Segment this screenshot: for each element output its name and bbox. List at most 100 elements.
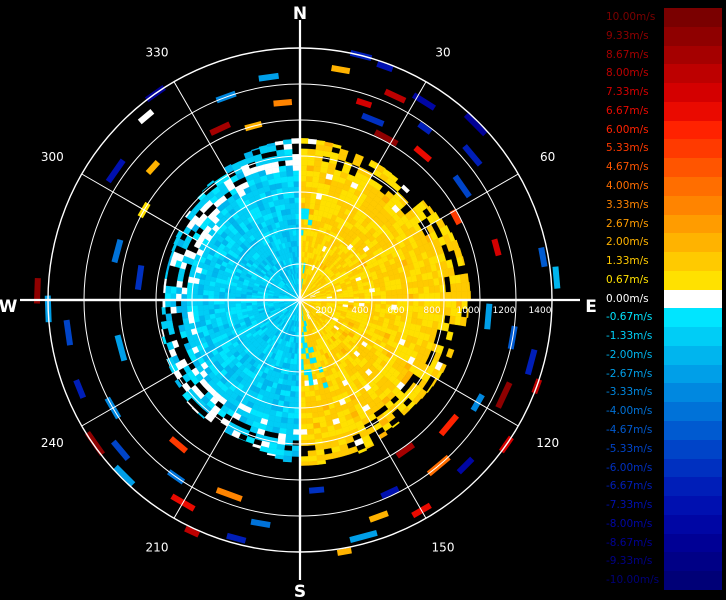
colorbar-row: -3.33m/s (606, 383, 722, 403)
echo-bin (368, 510, 389, 523)
colorbar-row: -4.67m/s (606, 421, 722, 440)
colorbar-swatch (664, 158, 722, 177)
colorbar-label: -2.67m/s (606, 367, 653, 380)
range-rings (20, 20, 580, 580)
core-cell (191, 406, 200, 414)
core-cell (289, 391, 296, 398)
core-cell (439, 292, 447, 301)
core-cell (285, 208, 292, 215)
core-cell (306, 164, 315, 172)
core-cell (309, 395, 317, 403)
core-cell (235, 302, 242, 308)
core-cell (283, 450, 293, 457)
colorbar-swatch (664, 514, 722, 534)
colorbar-row: -2.67m/s (606, 364, 722, 384)
colorbar-label: -10.00m/s (606, 574, 660, 587)
core-cell (385, 285, 392, 292)
echo-bin (105, 158, 126, 184)
echo-bin (491, 238, 502, 257)
core-cell (438, 276, 446, 286)
colorbar-label: -4.00m/s (606, 405, 653, 418)
colorbar-row: 8.67m/s (606, 45, 722, 65)
core-cell (461, 290, 468, 301)
core-cell (281, 411, 289, 419)
colorbar-row: 10.00m/s (606, 8, 722, 27)
colorbar-row: -5.33m/s (606, 439, 722, 459)
colorbar-row: 4.00m/s (606, 176, 722, 196)
colorbar-swatch (664, 8, 722, 27)
core-cell (181, 311, 189, 319)
core-cell (303, 213, 310, 220)
colorbar-label: -7.33m/s (606, 499, 653, 512)
core-cell (390, 284, 397, 291)
colorbar-swatch (664, 101, 722, 121)
core-cell (283, 148, 293, 156)
core-cell (206, 180, 215, 187)
colorbar-row: 8.00m/s (606, 64, 722, 84)
echo-bin (484, 303, 493, 330)
colorbar-swatch (664, 233, 722, 253)
core-cell (167, 326, 176, 336)
core-cell (213, 303, 220, 310)
colorbar-swatch (664, 458, 722, 478)
core-cell (219, 307, 226, 313)
core-cell (466, 290, 471, 301)
echo-bin (463, 112, 488, 137)
core-cell (303, 364, 308, 371)
colorbar-label: -9.33m/s (606, 555, 653, 568)
core-cell (311, 181, 319, 189)
core-cell (218, 303, 226, 309)
core-cell (388, 173, 399, 183)
colorbar-swatch (664, 252, 722, 271)
core-cell (213, 308, 221, 314)
core-cell (274, 454, 284, 460)
colorbar-label: 2.00m/s (606, 236, 649, 249)
core-cell (259, 445, 269, 453)
colorbar-label: -2.00m/s (606, 348, 653, 361)
colorbar-row: 0.00m/s (606, 289, 722, 309)
colorbar-label: -6.00m/s (606, 461, 653, 474)
colorbar-row: 0.67m/s (606, 270, 722, 290)
range-label: 600 (387, 306, 404, 316)
colorbar-label: 9.33m/s (606, 29, 649, 42)
core-cell (285, 159, 294, 166)
colorbar-row: 9.33m/s (606, 26, 722, 46)
core-cell (396, 289, 403, 296)
core-cell (266, 452, 276, 457)
core-cell (203, 309, 210, 316)
colorbar-swatch (664, 552, 722, 572)
core-cell (306, 434, 315, 441)
core-cell (287, 412, 295, 419)
colorbar-row: 1.33m/s (606, 252, 722, 271)
compass-west: W (0, 297, 18, 317)
core-cell (282, 455, 293, 463)
azimuth-label: 210 (146, 541, 169, 555)
core-cell (307, 154, 316, 161)
core-cell (213, 290, 220, 297)
core-cell (417, 286, 425, 295)
range-label: 800 (423, 306, 440, 316)
colorbar-row: -10.00m/s (606, 571, 722, 590)
core-cell (305, 417, 314, 425)
colorbar-swatch (664, 421, 722, 440)
colorbar-swatch (664, 308, 722, 328)
colorbar-swatch (664, 45, 722, 65)
core-cell (284, 439, 293, 446)
echo-bin (273, 99, 293, 107)
core-cell (291, 218, 297, 226)
core-cell (284, 203, 291, 210)
core-cell (434, 285, 441, 294)
colorbar-swatch (664, 383, 722, 403)
core-cell (306, 423, 314, 430)
range-label: 1400 (529, 306, 552, 316)
core-cell (304, 202, 311, 209)
core-cell (299, 138, 309, 144)
colorbar-row: -8.00m/s (606, 514, 722, 534)
echo-bin (308, 486, 325, 494)
colorbar-row: -7.33m/s (606, 496, 722, 515)
colorbar-row: 6.67m/s (606, 101, 722, 121)
core-cell (285, 434, 294, 441)
core-cell (358, 292, 365, 298)
core-cell (280, 176, 288, 183)
echo-bin (331, 65, 351, 75)
